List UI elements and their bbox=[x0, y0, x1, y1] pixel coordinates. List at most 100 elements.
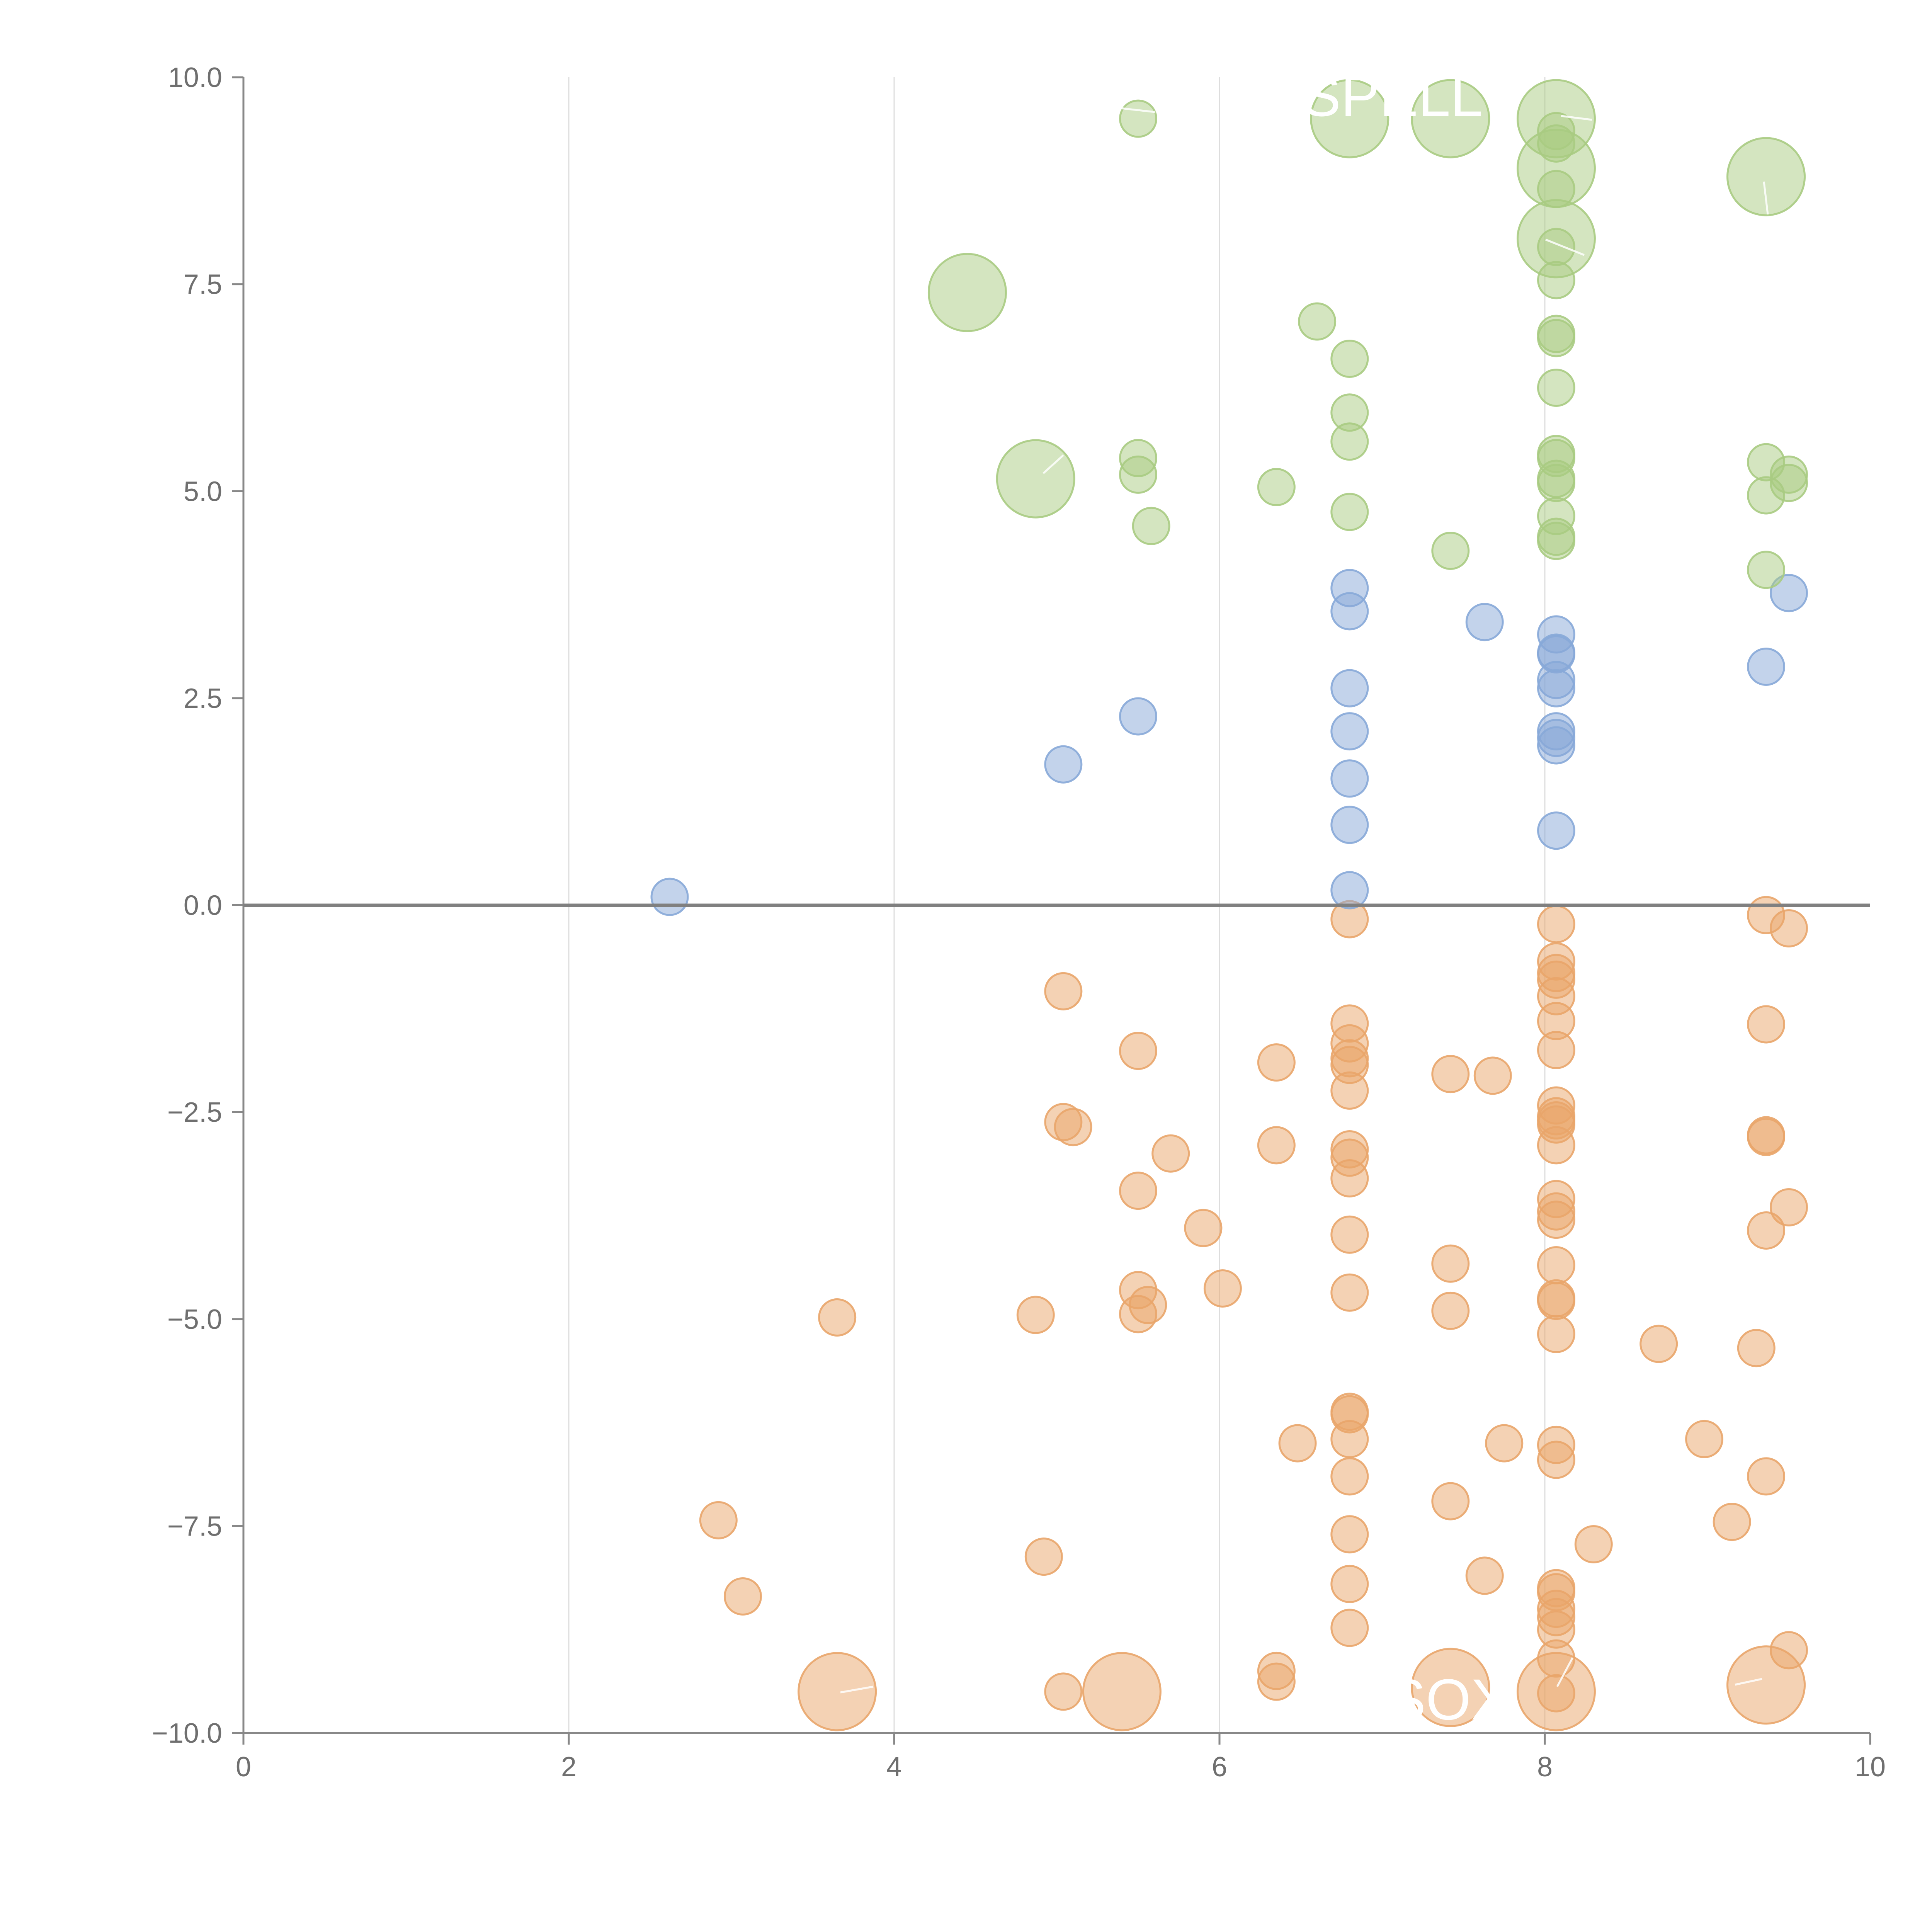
data-point-blue bbox=[1537, 669, 1575, 707]
data-point-blue bbox=[1044, 745, 1083, 784]
data-point-orange bbox=[1537, 1282, 1575, 1320]
data-point-orange bbox=[723, 1577, 762, 1616]
data-point-blue bbox=[1747, 647, 1786, 686]
label-sox: SOX bbox=[1387, 1667, 1510, 1732]
leader-line bbox=[1545, 238, 1585, 256]
data-point-orange bbox=[1044, 972, 1083, 1010]
data-point-orange bbox=[1044, 1672, 1083, 1711]
data-point-orange bbox=[1537, 1201, 1575, 1239]
data-point-green bbox=[1330, 339, 1369, 378]
leader-line bbox=[1763, 181, 1769, 215]
data-point-green bbox=[1330, 422, 1369, 461]
tick-labels: 0 2 4 6 8 10 10.0 7.5 5.0 2.5 0.0 −2.5 −5.0 −7.5 −10.0 bbox=[152, 62, 1886, 1782]
data-point-blue bbox=[1770, 574, 1808, 612]
data-point-green bbox=[1310, 79, 1389, 158]
data-point-orange bbox=[1016, 1296, 1055, 1334]
y-tick-label: −10.0 bbox=[152, 1718, 222, 1749]
x-tick-label: 10 bbox=[1855, 1752, 1886, 1782]
data-point-green bbox=[1747, 551, 1786, 589]
data-point-blue bbox=[1330, 669, 1369, 707]
leader-line bbox=[1561, 115, 1592, 121]
data-point-orange bbox=[1203, 1269, 1242, 1308]
y-tick-label: 7.5 bbox=[184, 269, 222, 300]
data-point-orange bbox=[1257, 1126, 1296, 1165]
data-point-green bbox=[1537, 368, 1575, 407]
y-tick-label: 5.0 bbox=[184, 476, 222, 507]
data-point-orange bbox=[1747, 1005, 1786, 1044]
data-point-orange bbox=[1726, 1645, 1806, 1725]
data-point-blue bbox=[650, 878, 689, 916]
data-point-green bbox=[1537, 228, 1575, 266]
data-point-blue bbox=[1537, 811, 1575, 850]
data-point-orange bbox=[1473, 1056, 1512, 1095]
data-point-blue bbox=[1465, 603, 1504, 641]
data-point-green bbox=[1431, 532, 1470, 570]
data-point-blue bbox=[1537, 726, 1575, 765]
data-point-orange bbox=[1431, 1291, 1470, 1330]
data-point-orange bbox=[1151, 1134, 1190, 1173]
leader-line bbox=[1120, 107, 1156, 113]
data-point-orange bbox=[1537, 1246, 1575, 1284]
data-point-orange bbox=[1119, 1295, 1157, 1333]
point-labels: SPELL SOX bbox=[840, 63, 1769, 1732]
data-point-orange bbox=[1411, 1648, 1490, 1727]
data-point-orange bbox=[1330, 1457, 1369, 1496]
data-point-orange bbox=[1330, 1215, 1369, 1254]
data-point-orange bbox=[1537, 1440, 1575, 1479]
data-point-blue bbox=[1330, 712, 1369, 751]
x-tick-label: 0 bbox=[236, 1752, 251, 1782]
data-point-orange bbox=[1257, 1043, 1296, 1082]
data-point-green bbox=[1411, 79, 1490, 158]
data-point-orange bbox=[1330, 1420, 1369, 1458]
data-point-orange bbox=[1431, 1482, 1470, 1520]
data-point-green bbox=[1537, 319, 1575, 357]
data-point-green bbox=[1132, 507, 1170, 545]
data-point-orange bbox=[1574, 1525, 1613, 1564]
leader-line bbox=[1735, 1678, 1762, 1686]
data-point-orange bbox=[1119, 1172, 1157, 1210]
data-point-orange bbox=[1537, 905, 1575, 944]
data-point-orange bbox=[1257, 1662, 1296, 1701]
leader-line bbox=[1043, 454, 1064, 474]
data-point-orange bbox=[1770, 909, 1808, 947]
y-tick-label: −7.5 bbox=[167, 1511, 222, 1542]
data-points bbox=[650, 79, 1808, 1731]
data-point-orange bbox=[1747, 1117, 1786, 1156]
data-point-orange bbox=[1278, 1424, 1317, 1463]
data-point-orange bbox=[1431, 1055, 1470, 1094]
data-point-orange bbox=[1330, 1071, 1369, 1110]
x-tick-label: 8 bbox=[1537, 1752, 1553, 1782]
data-point-orange bbox=[1184, 1209, 1223, 1247]
data-point-orange bbox=[699, 1501, 738, 1539]
data-point-orange bbox=[1485, 1424, 1524, 1463]
data-point-orange bbox=[1024, 1537, 1063, 1576]
y-tick-label: 10.0 bbox=[168, 62, 222, 93]
leader-line bbox=[1556, 1657, 1574, 1687]
data-point-green bbox=[1726, 137, 1806, 216]
data-point-green bbox=[996, 439, 1075, 519]
x-tick-label: 2 bbox=[561, 1752, 577, 1782]
leader-line bbox=[840, 1685, 874, 1694]
data-point-orange bbox=[1537, 1315, 1575, 1353]
data-point-green bbox=[1537, 261, 1575, 299]
data-point-orange bbox=[1082, 1652, 1162, 1731]
data-point-orange bbox=[1747, 1211, 1786, 1250]
data-point-green bbox=[1537, 464, 1575, 502]
y-tick-label: 0.0 bbox=[184, 890, 222, 921]
data-point-orange bbox=[1639, 1325, 1678, 1363]
y-tick-label: −5.0 bbox=[167, 1304, 222, 1335]
y-tick-label: 2.5 bbox=[184, 683, 222, 714]
data-point-orange bbox=[1713, 1503, 1751, 1541]
data-point-blue bbox=[1330, 806, 1369, 844]
data-point-orange bbox=[798, 1652, 877, 1731]
data-point-green bbox=[1119, 99, 1157, 138]
data-point-green bbox=[927, 253, 1007, 332]
data-point-orange bbox=[1431, 1244, 1470, 1283]
data-point-green bbox=[1747, 476, 1786, 515]
x-tick-label: 6 bbox=[1212, 1752, 1227, 1782]
x-tick-label: 4 bbox=[886, 1752, 902, 1782]
data-point-blue bbox=[1330, 759, 1369, 798]
data-point-orange bbox=[1330, 1159, 1369, 1198]
data-point-orange bbox=[1330, 1565, 1369, 1603]
